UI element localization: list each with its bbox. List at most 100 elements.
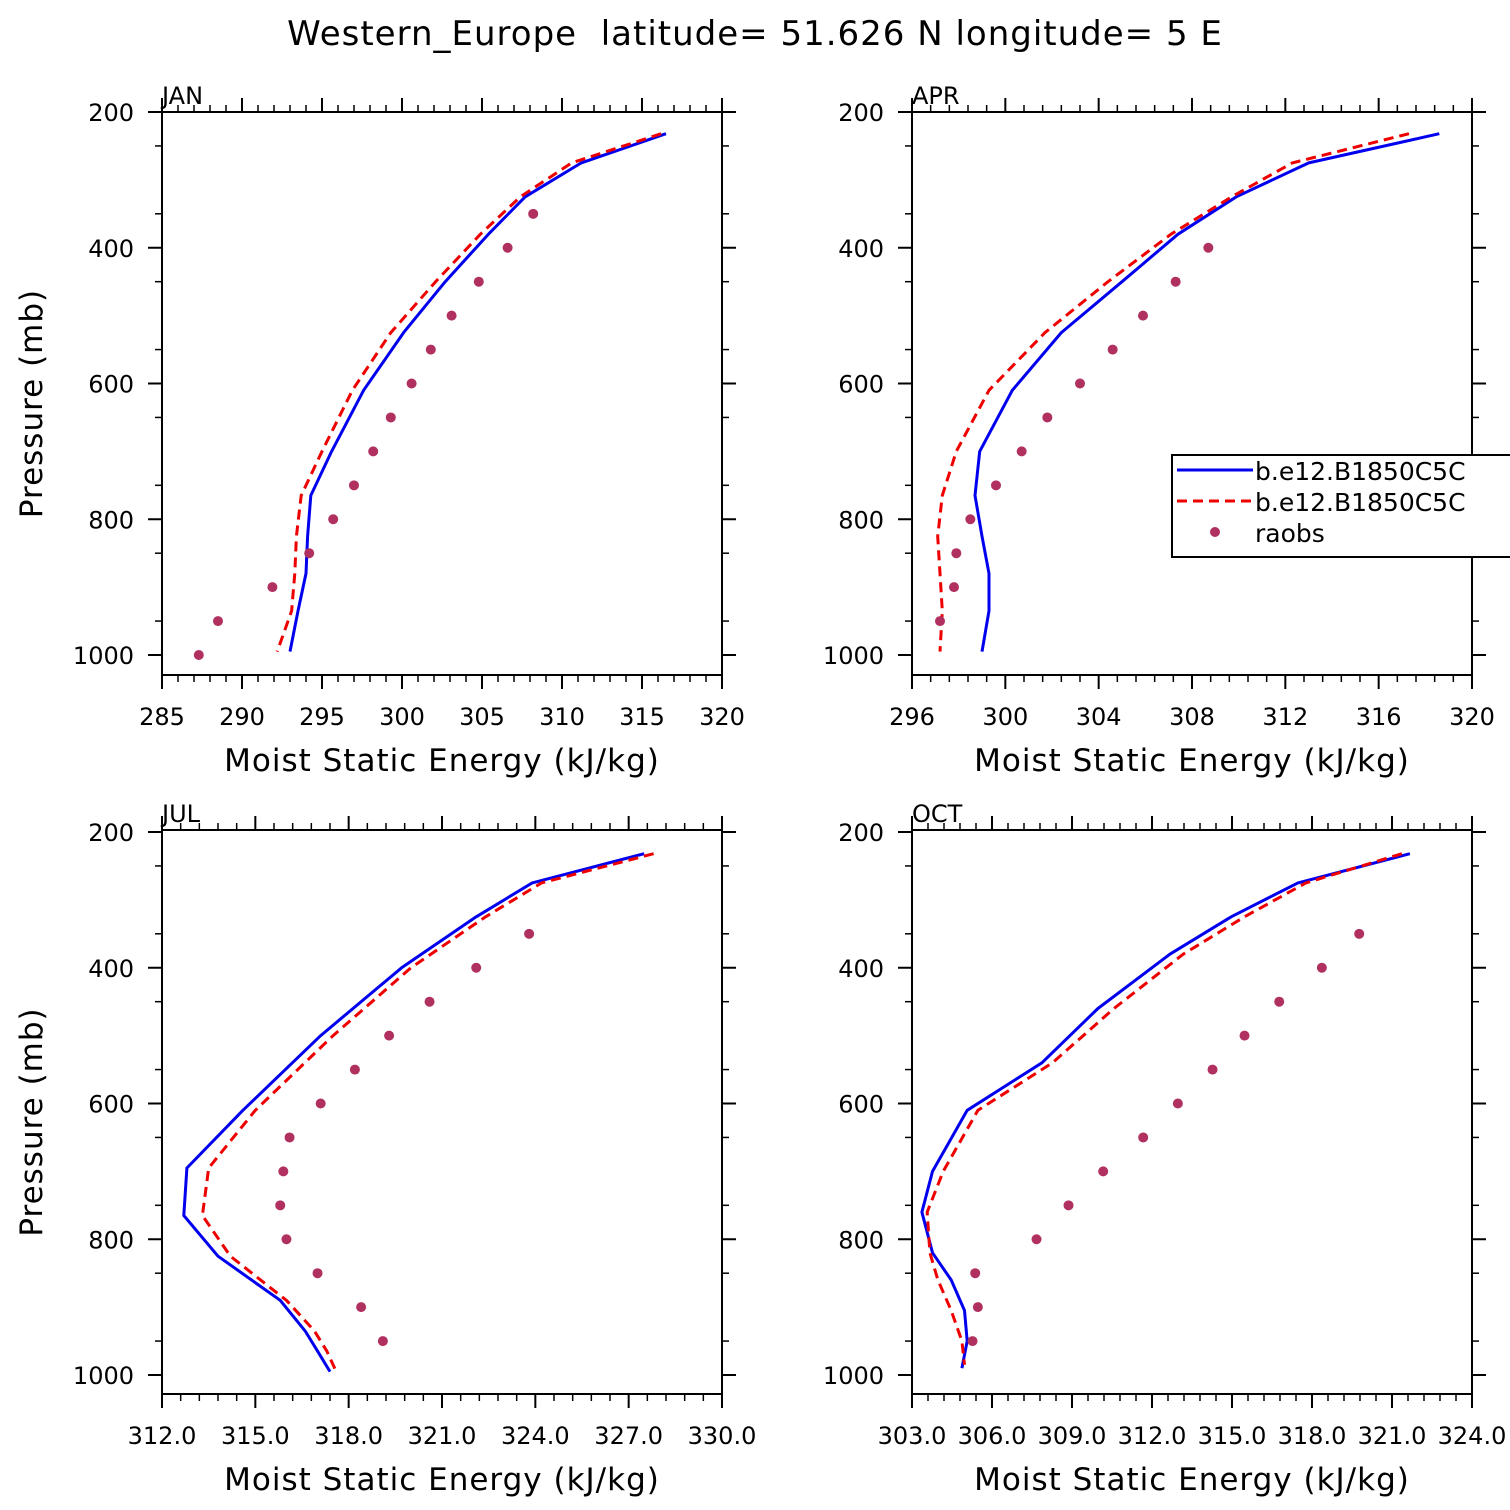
x-axis-label-jul: Moist Static Energy (kJ/kg) xyxy=(224,1462,660,1498)
series-line-solid-jan xyxy=(288,132,667,652)
y-tick-label-jul: 200 xyxy=(88,819,134,847)
y-tick-label-jan: 600 xyxy=(88,371,134,399)
y-tick-label-apr: 200 xyxy=(838,99,884,127)
raobs-point-apr xyxy=(1016,446,1027,457)
raobs-point-jan xyxy=(425,344,436,355)
raobs-point-jul xyxy=(356,1302,367,1313)
y-tick-label-apr: 600 xyxy=(838,371,884,399)
raobs-point-apr xyxy=(1042,412,1053,423)
x-tick-label-oct: 324.0 xyxy=(1438,1422,1507,1450)
raobs-point-jan xyxy=(304,548,315,559)
x-tick-label-jan: 305 xyxy=(459,703,505,731)
y-tick-label-oct: 200 xyxy=(838,819,884,847)
x-tick-label-jan: 300 xyxy=(379,703,425,731)
raobs-point-jul xyxy=(312,1268,323,1279)
x-tick-label-jan: 285 xyxy=(139,703,185,731)
y-tick-label-oct: 400 xyxy=(838,955,884,983)
raobs-point-jul xyxy=(315,1098,326,1109)
raobs-point-oct xyxy=(1138,1132,1149,1143)
panel-label-jan: JAN xyxy=(160,82,203,110)
y-tick-label-jul: 800 xyxy=(88,1226,134,1254)
panels-group: JAN 285 290 295 300 305 310 315 320 200 400 600 800 1… xyxy=(14,82,1506,1498)
raobs-point-jul xyxy=(524,928,535,939)
raobs-point-oct xyxy=(970,1268,981,1279)
series-line-dashed-oct xyxy=(925,852,1403,1365)
series-line-solid-oct xyxy=(920,852,1411,1369)
y-tick-label-jul: 1000 xyxy=(73,1362,134,1390)
raobs-point-jan xyxy=(368,446,379,457)
x-tick-label-jul: 321.0 xyxy=(408,1422,477,1450)
raobs-point-apr xyxy=(951,548,962,559)
raobs-point-jan xyxy=(528,208,539,219)
raobs-point-jul xyxy=(471,962,482,973)
x-tick-label-jan: 290 xyxy=(219,703,265,731)
raobs-point-jul xyxy=(275,1200,286,1211)
raobs-point-jan xyxy=(446,310,457,321)
panel-label-apr: APR xyxy=(912,82,960,110)
legend-label: raobs xyxy=(1255,519,1325,548)
x-axis-label-jan: Moist Static Energy (kJ/kg) xyxy=(224,743,660,779)
legend-marker-raobs xyxy=(1210,527,1220,537)
raobs-point-apr xyxy=(991,480,1001,491)
raobs-point-apr xyxy=(1203,242,1214,253)
raobs-point-jan xyxy=(267,582,278,593)
x-tick-label-oct: 315.0 xyxy=(1198,1422,1267,1450)
raobs-point-jul xyxy=(278,1166,289,1177)
panel-apr: APR 296 300 304 308 312 316 320 200 400 600 800 1000… xyxy=(823,82,1495,779)
x-axis-label-apr: Moist Static Energy (kJ/kg) xyxy=(974,743,1410,779)
raobs-point-oct xyxy=(1172,1098,1183,1109)
x-tick-label-jul: 330.0 xyxy=(688,1422,757,1450)
raobs-point-jan xyxy=(213,616,223,627)
y-tick-label-jul: 600 xyxy=(88,1091,134,1119)
raobs-point-apr xyxy=(1170,276,1181,287)
y-tick-label-apr: 400 xyxy=(838,235,884,263)
y-tick-label-oct: 1000 xyxy=(823,1362,884,1390)
raobs-point-jul xyxy=(384,1030,395,1041)
x-tick-label-oct: 321.0 xyxy=(1358,1422,1427,1450)
y-tick-label-jul: 400 xyxy=(88,955,134,983)
raobs-point-jan xyxy=(193,650,204,660)
raobs-point-oct xyxy=(972,1302,983,1313)
y-tick-label-apr: 1000 xyxy=(823,642,884,670)
x-tick-label-apr: 316 xyxy=(1356,703,1402,731)
series-line-dashed-jul xyxy=(200,852,654,1373)
x-tick-label-jul: 318.0 xyxy=(314,1422,383,1450)
legend-label: b.e12.B1850C5C xyxy=(1255,457,1466,486)
x-tick-label-jan: 320 xyxy=(699,703,745,731)
figure-title: Western_Europe latitude= 51.626 N longit… xyxy=(287,14,1223,54)
y-tick-label-jan: 400 xyxy=(88,235,134,263)
x-tick-label-apr: 312 xyxy=(1262,703,1308,731)
y-axis-label-jul: Pressure (mb) xyxy=(14,1007,50,1236)
panel-oct: OCT 303.0 306.0 309.0 312.0 315.0 318.0 321.0 32… xyxy=(823,800,1506,1498)
panel-label-oct: OCT xyxy=(912,800,963,828)
x-tick-label-apr: 320 xyxy=(1449,703,1495,731)
raobs-point-oct xyxy=(1354,928,1365,939)
raobs-point-jul xyxy=(377,1336,388,1347)
x-tick-label-oct: 312.0 xyxy=(1118,1422,1187,1450)
raobs-point-apr xyxy=(949,582,959,593)
x-tick-label-oct: 306.0 xyxy=(958,1422,1027,1450)
x-tick-label-jul: 324.0 xyxy=(501,1422,570,1450)
raobs-point-apr xyxy=(1075,378,1085,389)
x-tick-label-oct: 318.0 xyxy=(1278,1422,1347,1450)
series-line-solid-jul xyxy=(182,852,645,1373)
x-tick-label-oct: 309.0 xyxy=(1038,1422,1107,1450)
raobs-point-jan xyxy=(328,514,339,525)
x-tick-label-apr: 296 xyxy=(889,703,935,731)
raobs-point-oct xyxy=(1207,1064,1218,1075)
panel-jan: JAN 285 290 295 300 305 310 315 320 200 400 600 800 1… xyxy=(14,82,745,779)
x-tick-label-apr: 308 xyxy=(1169,703,1215,731)
y-tick-label-oct: 600 xyxy=(838,1091,884,1119)
raobs-point-jan xyxy=(385,412,396,423)
raobs-point-oct xyxy=(1031,1234,1042,1245)
plot-frame-jan xyxy=(161,111,723,676)
raobs-point-jul xyxy=(284,1132,295,1143)
x-tick-label-jul: 315.0 xyxy=(221,1422,290,1450)
legend-label: b.e12.B1850C5C xyxy=(1255,488,1466,517)
raobs-point-oct xyxy=(1063,1200,1074,1211)
y-axis-label-jan: Pressure (mb) xyxy=(14,289,50,518)
x-tick-label-jan: 310 xyxy=(539,703,585,731)
